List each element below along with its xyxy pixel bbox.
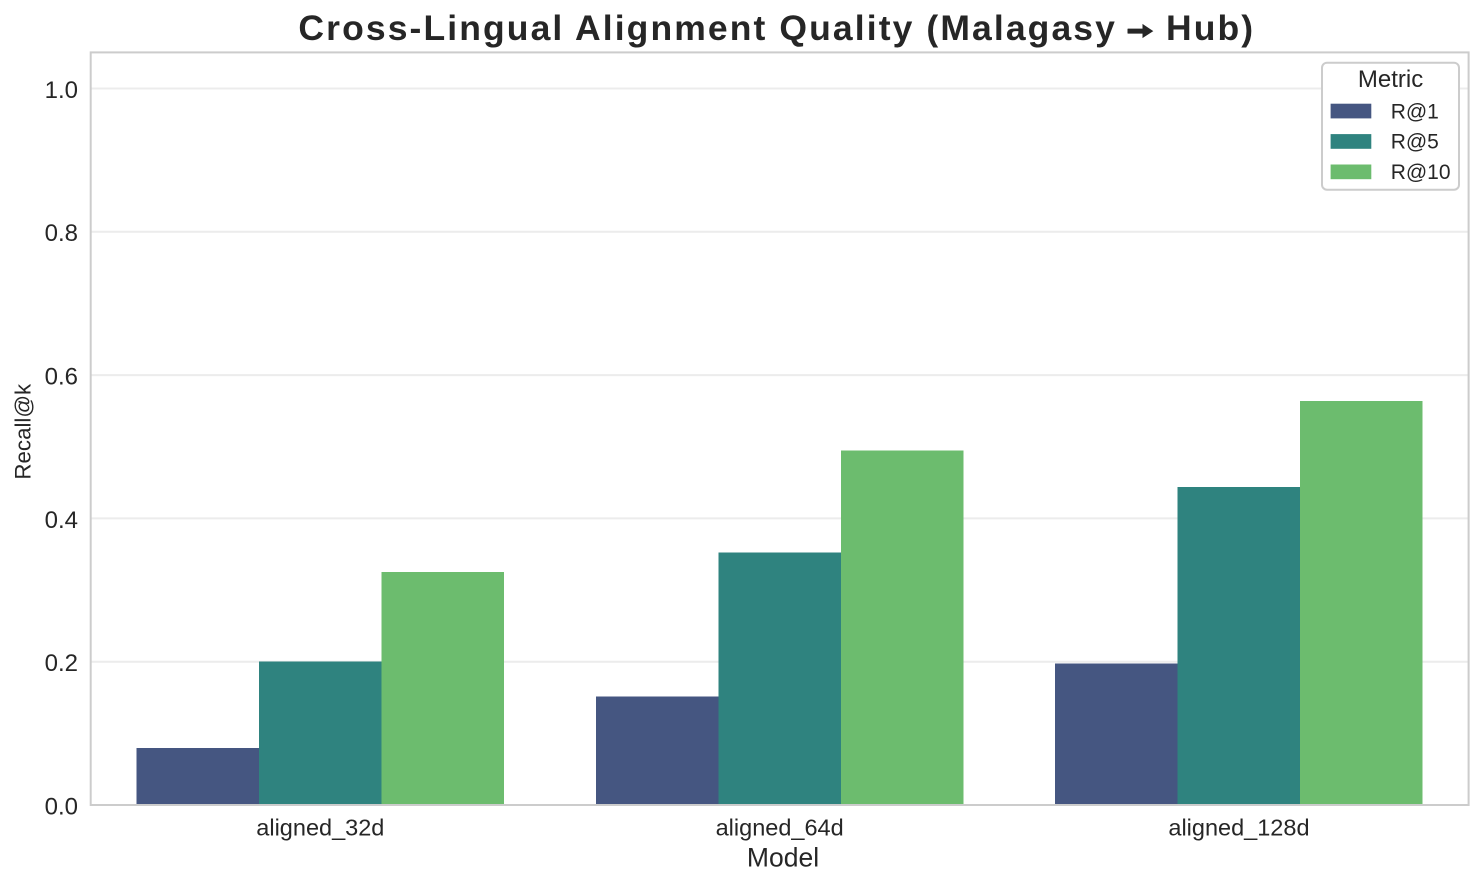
svg-text:0.4: 0.4 — [45, 507, 78, 534]
svg-text:1.0: 1.0 — [45, 77, 78, 104]
svg-text:Hub): Hub) — [1166, 8, 1255, 48]
svg-text:aligned_64d: aligned_64d — [716, 815, 844, 841]
svg-text:Cross-Lingual Alignment Qualit: Cross-Lingual Alignment Quality (Malagas… — [298, 8, 1117, 48]
svg-text:R@5: R@5 — [1391, 131, 1439, 154]
svg-text:Model: Model — [747, 843, 819, 873]
svg-text:0.6: 0.6 — [45, 364, 78, 391]
svg-text:Recall@k: Recall@k — [11, 383, 36, 480]
svg-text:R@10: R@10 — [1391, 161, 1451, 184]
svg-text:Metric: Metric — [1358, 66, 1423, 93]
svg-text:0.8: 0.8 — [45, 220, 78, 247]
svg-text:aligned_128d: aligned_128d — [1168, 815, 1309, 841]
svg-text:0.0: 0.0 — [45, 793, 78, 820]
svg-text:aligned_32d: aligned_32d — [256, 815, 384, 841]
svg-text:R@1: R@1 — [1391, 100, 1439, 123]
svg-text:0.2: 0.2 — [45, 650, 78, 677]
